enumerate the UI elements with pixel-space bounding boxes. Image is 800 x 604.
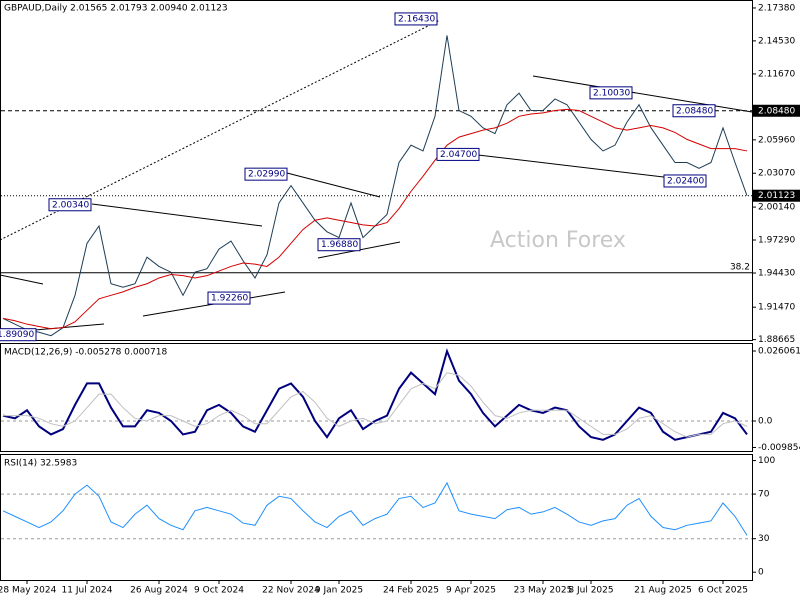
annotation-label: 2.02400 bbox=[667, 176, 704, 186]
annotation-label: 2.04700 bbox=[440, 150, 477, 160]
annotation-label: 2.00340 bbox=[52, 200, 89, 210]
x-tick-label: 22 Nov 2024 bbox=[262, 586, 320, 596]
y-tick-label: 2.14530 bbox=[758, 36, 795, 46]
y-tick-label: 1.97290 bbox=[758, 235, 795, 245]
x-tick-label: 9 Jan 2025 bbox=[315, 586, 363, 596]
y-tick-label: 100 bbox=[758, 456, 775, 466]
y-tick-label: 30 bbox=[758, 534, 770, 544]
y-tick-label: 2.17380 bbox=[758, 3, 795, 13]
annotation-box bbox=[0, 328, 37, 342]
annotation-label: 1.92260 bbox=[211, 294, 248, 304]
price-level-box bbox=[753, 104, 800, 117]
annotation-box bbox=[48, 198, 92, 212]
macd-panel bbox=[0, 343, 753, 452]
x-tick-label: 11 Jul 2024 bbox=[62, 586, 113, 596]
y-tick-label: 1.94430 bbox=[758, 269, 795, 279]
annotation-box bbox=[589, 86, 633, 100]
price-level-box bbox=[753, 189, 800, 202]
annotation-label: 1.96880 bbox=[321, 240, 358, 250]
rsi-panel bbox=[0, 454, 753, 581]
x-tick-label: 8 Jul 2025 bbox=[568, 586, 613, 596]
x-tick-label: 6 Oct 2025 bbox=[698, 586, 748, 596]
panel-title: RSI(14) 32.5983 bbox=[4, 459, 77, 469]
annotation-label: 2.08480 bbox=[676, 106, 713, 116]
y-tick-label: 2.05960 bbox=[758, 135, 795, 145]
x-tick-label: 24 Feb 2025 bbox=[383, 586, 439, 596]
price-level-label: 2.01123 bbox=[758, 191, 795, 201]
series-line bbox=[3, 372, 748, 438]
plot-layer: GBPAUD,Daily 2.01565 2.01793 2.00940 2.0… bbox=[0, 3, 800, 596]
annotation-box bbox=[244, 167, 288, 181]
fib-label: 38.2 bbox=[730, 262, 750, 272]
y-tick-label: 2.03070 bbox=[758, 169, 795, 179]
x-tick-label: 9 Oct 2024 bbox=[194, 586, 244, 596]
annotation-box bbox=[394, 12, 438, 26]
annotation-box bbox=[663, 174, 707, 188]
y-tick-label: 70 bbox=[758, 490, 770, 500]
y-tick-label: 2.11670 bbox=[758, 69, 795, 79]
annotation-label: 2.16430 bbox=[398, 14, 435, 24]
panel-title: MACD(12,26,9) -0.005278 0.000718 bbox=[4, 348, 167, 358]
y-tick-label: 0.0 bbox=[758, 417, 773, 427]
y-tick-label: 1.91470 bbox=[758, 303, 795, 313]
annotation-label: 2.10030 bbox=[593, 88, 630, 98]
annotation-box bbox=[317, 238, 361, 252]
y-tick-label: 0 bbox=[758, 568, 764, 578]
x-tick-label: 26 Aug 2024 bbox=[130, 586, 188, 596]
x-tick-label: 28 May 2024 bbox=[0, 586, 57, 596]
annotation-box bbox=[436, 147, 480, 161]
series-line bbox=[2, 481, 748, 536]
annotation-box bbox=[672, 104, 716, 118]
annotation-box bbox=[207, 291, 251, 305]
price-panel bbox=[0, 0, 753, 341]
panel-title: GBPAUD,Daily 2.01565 2.01793 2.00940 2.0… bbox=[4, 4, 228, 14]
price-level-label: 2.08480 bbox=[758, 106, 795, 116]
annotation-label: 2.02990 bbox=[248, 170, 285, 180]
y-tick-label: 0.026061 bbox=[758, 347, 800, 357]
series-line bbox=[2, 348, 748, 441]
x-tick-label: 9 Apr 2025 bbox=[446, 586, 496, 596]
y-tick-label: 1.88665 bbox=[758, 335, 795, 345]
x-tick-label: 21 Aug 2025 bbox=[634, 586, 692, 596]
annotation-label: 1.89090 bbox=[0, 330, 34, 340]
x-tick-label: 23 May 2025 bbox=[514, 586, 573, 596]
watermark: Action Forex bbox=[490, 228, 626, 253]
y-tick-label: 2.00140 bbox=[758, 203, 795, 213]
y-tick-label: -0.009854 bbox=[758, 443, 800, 453]
series-line bbox=[2, 108, 748, 330]
